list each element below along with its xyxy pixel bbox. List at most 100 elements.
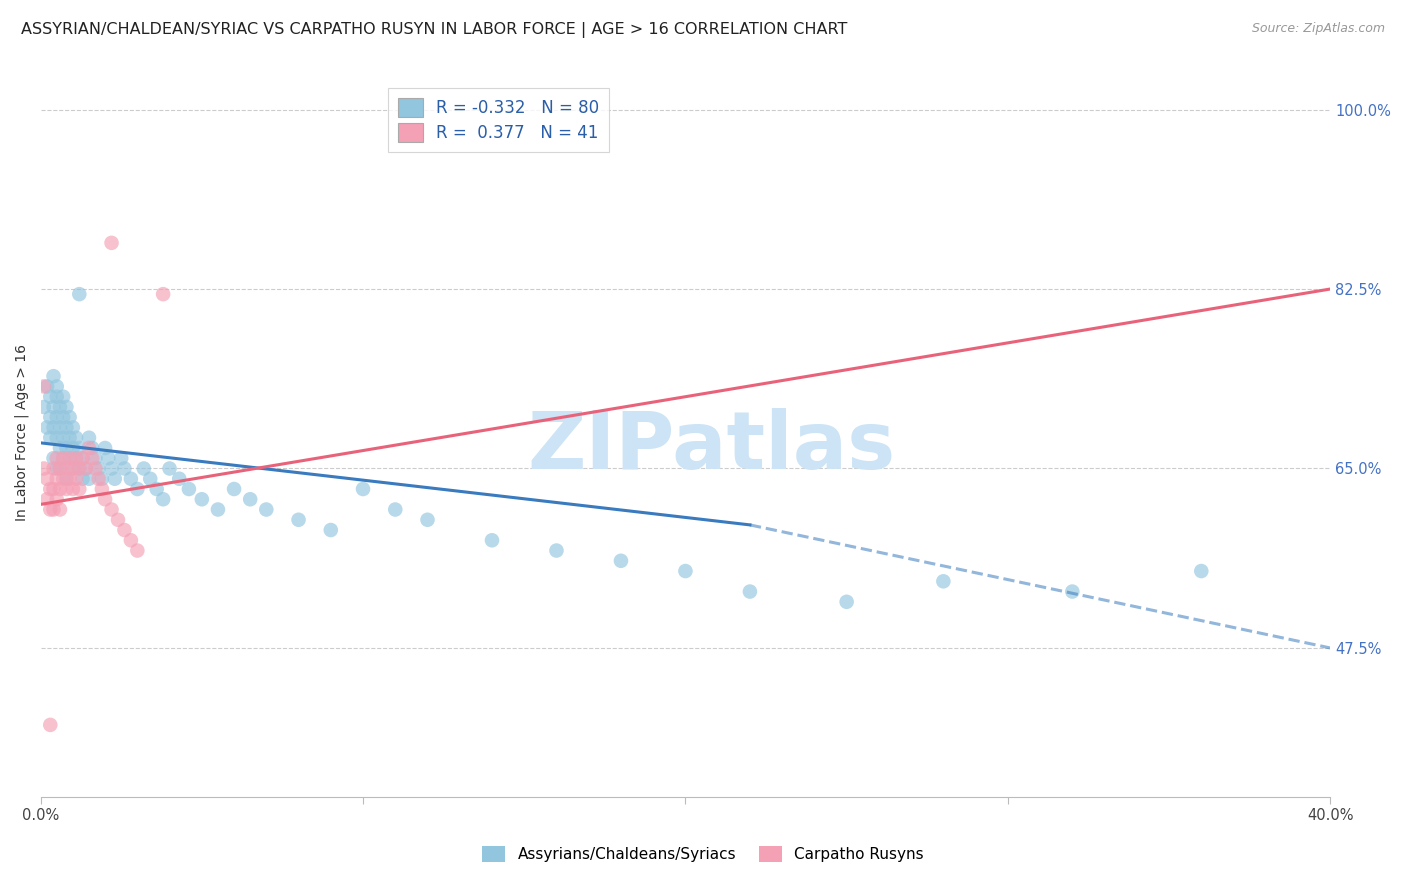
Point [45,410,67,425]
Point [191,492,214,507]
Point [35,472,58,486]
Point [52,410,75,425]
Point [62,441,84,455]
Point [139,472,162,486]
Point [167,472,190,486]
Point [49,502,72,516]
Text: ASSYRIAN/CHALDEAN/SYRIAC VS CARPATHO RUSYN IN LABOR FORCE | AGE > 16 CORRELATION: ASSYRIAN/CHALDEAN/SYRIAC VS CARPATHO RUS… [21,22,848,38]
Point [114,461,136,475]
Point [42,482,65,496]
Point [352,482,374,496]
Point [62,482,84,496]
Point [77,431,100,445]
Point [152,287,174,301]
Point [59,410,82,425]
Point [55,400,77,414]
Point [59,451,82,466]
Point [319,523,342,537]
Point [152,492,174,507]
Point [39,718,62,732]
Point [114,523,136,537]
Point [45,379,67,393]
Point [32,400,55,414]
Point [94,441,117,455]
Point [104,472,127,486]
Point [82,451,104,466]
Point [127,543,149,558]
Point [39,482,62,496]
Point [127,482,149,496]
Point [416,513,439,527]
Point [35,420,58,434]
Point [222,482,245,496]
Point [97,451,120,466]
Point [207,502,229,516]
Point [546,543,568,558]
Point [52,451,75,466]
Point [42,369,65,384]
Point [59,472,82,486]
Point [72,451,94,466]
Point [65,472,87,486]
Point [120,533,142,548]
Point [107,513,129,527]
Point [82,441,104,455]
Point [65,431,87,445]
Point [94,492,117,507]
Point [42,451,65,466]
Point [65,451,87,466]
Text: Source: ZipAtlas.com: Source: ZipAtlas.com [1251,22,1385,36]
Point [610,554,633,568]
Point [132,461,155,475]
Point [1189,564,1212,578]
Point [932,574,955,589]
Point [835,595,858,609]
Point [100,502,122,516]
Point [39,502,62,516]
Point [32,379,55,393]
Point [100,235,122,250]
Point [42,502,65,516]
Point [45,451,67,466]
Point [738,584,761,599]
Point [67,482,90,496]
Point [35,379,58,393]
Point [90,482,112,496]
Point [42,420,65,434]
Point [35,492,58,507]
Point [59,431,82,445]
Point [159,461,181,475]
Point [55,472,77,486]
Point [100,461,122,475]
Point [1062,584,1084,599]
Point [67,461,90,475]
Point [67,441,90,455]
Point [39,431,62,445]
Point [90,472,112,486]
Point [49,441,72,455]
Point [49,400,72,414]
Point [42,400,65,414]
Text: ZIPatlas: ZIPatlas [527,409,896,486]
Point [110,451,132,466]
Point [55,461,77,475]
Point [384,502,406,516]
Point [62,420,84,434]
Point [62,461,84,475]
Point [254,502,277,516]
Point [87,461,110,475]
Point [45,431,67,445]
Point [39,390,62,404]
Point [49,482,72,496]
Point [177,482,200,496]
Point [52,451,75,466]
Point [75,461,97,475]
Point [287,513,309,527]
Point [45,492,67,507]
Point [145,482,167,496]
Point [65,451,87,466]
Point [45,390,67,404]
Point [55,482,77,496]
Point [120,472,142,486]
Point [32,461,55,475]
